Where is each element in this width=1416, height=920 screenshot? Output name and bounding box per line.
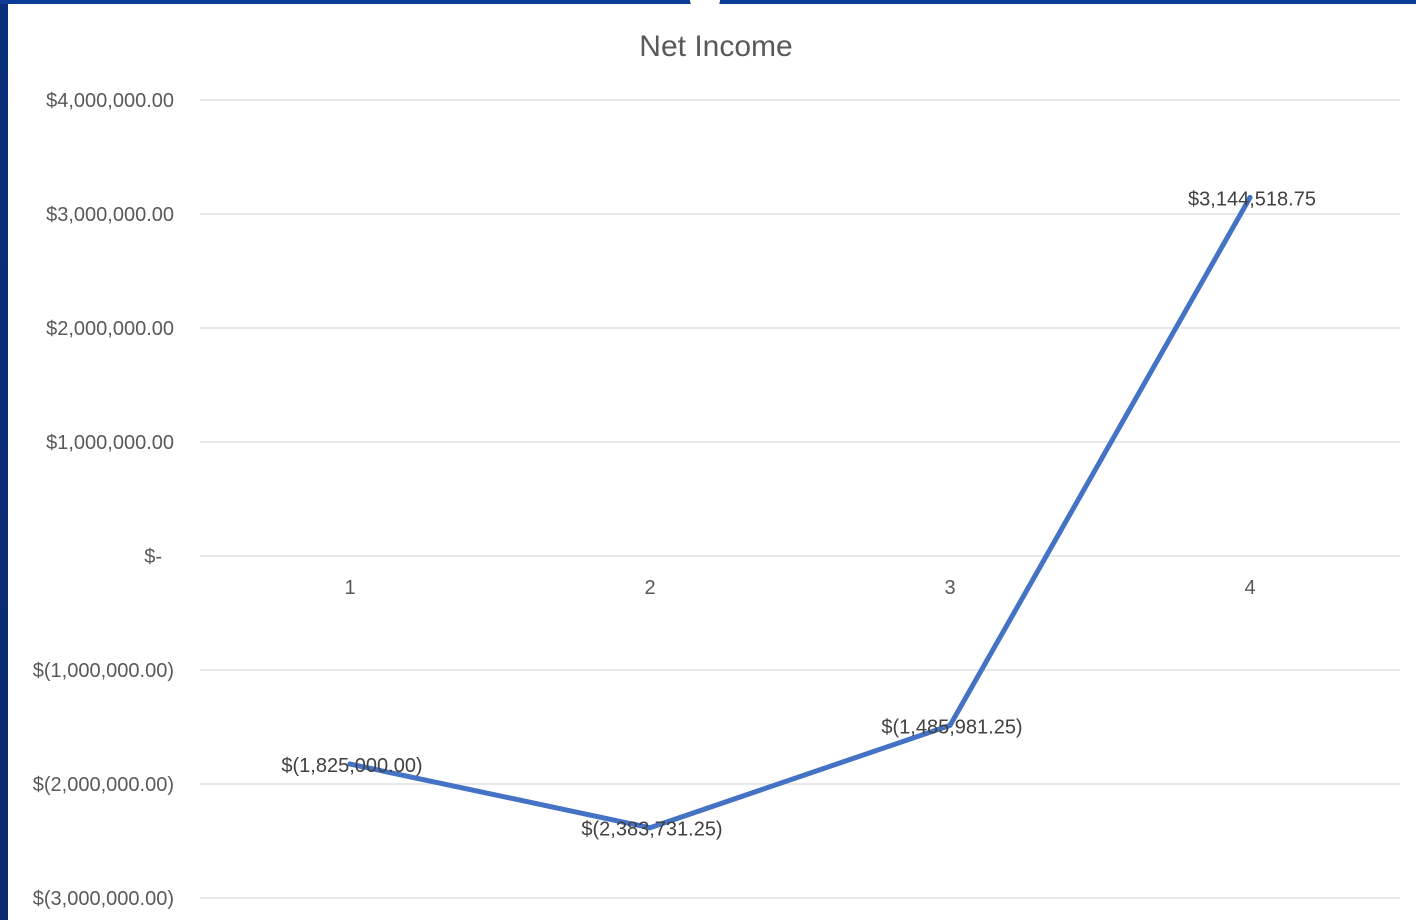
x-tick-label: 4 — [1244, 577, 1255, 599]
chart-title: Net Income — [639, 30, 792, 63]
data-point — [947, 722, 953, 728]
x-axis-tick-labels: 1 2 3 4 — [344, 577, 1255, 599]
x-tick-label: 2 — [644, 577, 655, 599]
chart-area — [8, 4, 1416, 920]
y-tick-label: $- — [144, 546, 162, 568]
data-label: $(1,825,000.00) — [281, 755, 422, 777]
y-tick-label: $(2,000,000.00) — [33, 774, 174, 796]
y-tick-label: $4,000,000.00 — [46, 90, 174, 112]
y-tick-label: $2,000,000.00 — [46, 318, 174, 340]
data-point — [1247, 195, 1253, 201]
y-tick-label: $(3,000,000.00) — [33, 888, 174, 910]
gridlines — [200, 99, 1400, 899]
y-axis-tick-labels: $4,000,000.00 $3,000,000.00 $2,000,000.00 $… — [33, 90, 174, 910]
y-tick-label: $1,000,000.00 — [46, 432, 174, 454]
series-layer — [347, 195, 1253, 831]
y-tick-label: $(1,000,000.00) — [33, 660, 174, 682]
data-point — [647, 825, 653, 831]
top-accent — [690, 0, 720, 10]
x-tick-label: 3 — [944, 577, 955, 599]
data-label: $(2,383,731.25) — [581, 819, 722, 841]
x-tick-label: 1 — [344, 577, 355, 599]
data-labels: $(1,825,000.00) $(2,383,731.25) $(1,485,98… — [281, 189, 1316, 841]
y-tick-label: $3,000,000.00 — [46, 204, 174, 226]
data-label: $3,144,518.75 — [1188, 189, 1316, 211]
series-line — [347, 195, 1253, 831]
data-label: $(1,485,981.25) — [881, 716, 1022, 738]
data-point — [347, 761, 353, 767]
